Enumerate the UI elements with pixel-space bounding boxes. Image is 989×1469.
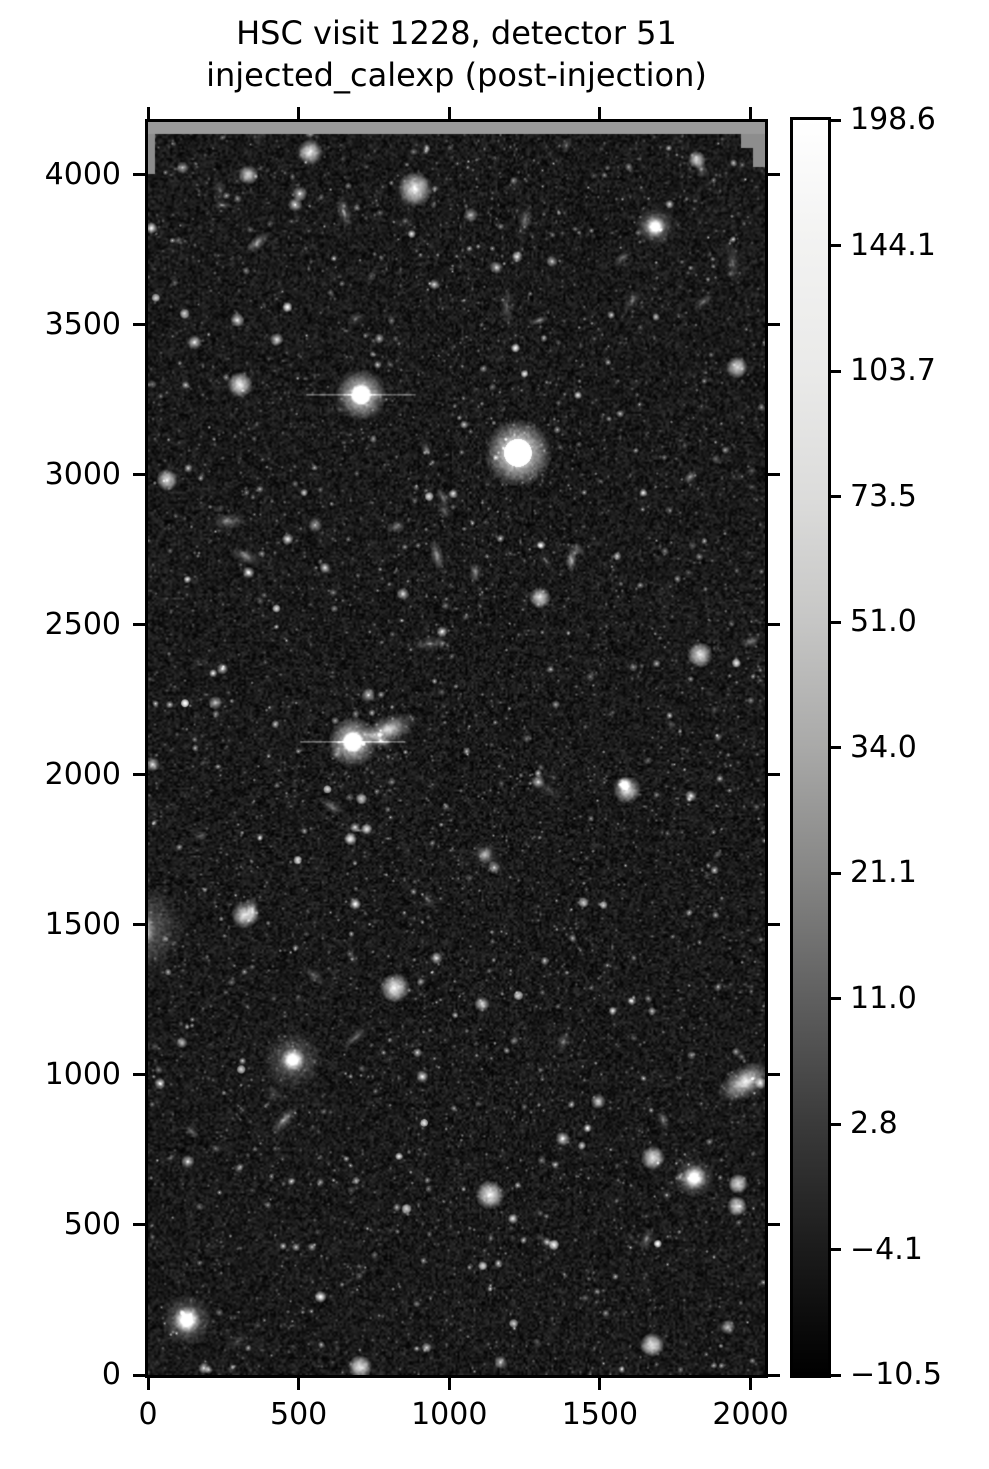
y-tick-label: 2000 <box>44 756 121 792</box>
colorbar-tick <box>831 1373 841 1377</box>
y-tick <box>133 773 145 777</box>
star-field-image <box>148 122 765 1375</box>
colorbar-tick-label: 21.1 <box>850 855 917 890</box>
y-tick-label: 0 <box>101 1357 121 1392</box>
y-tick-right <box>768 173 780 177</box>
x-tick-top <box>146 107 150 119</box>
y-tick-right <box>768 923 780 927</box>
x-tick-label: 0 <box>138 1397 158 1432</box>
y-tick-label: 2500 <box>44 606 121 642</box>
colorbar-tick <box>831 620 841 624</box>
y-tick-right <box>768 1223 780 1227</box>
y-tick-label: 500 <box>63 1206 121 1242</box>
x-tick-top <box>297 107 301 119</box>
colorbar-tick-label: −10.5 <box>850 1357 942 1392</box>
y-tick-right <box>768 1073 780 1077</box>
y-tick <box>133 1223 145 1227</box>
y-tick <box>133 1073 145 1077</box>
y-tick <box>133 923 145 927</box>
x-tick-label: 500 <box>269 1397 328 1432</box>
colorbar-tick-label: 2.8 <box>850 1106 898 1141</box>
x-tick-top <box>749 107 753 119</box>
colorbar-tick <box>831 871 841 875</box>
colorbar-tick-label: 34.0 <box>850 729 917 765</box>
colorbar-tick <box>831 369 841 373</box>
y-tick-label: 1000 <box>44 1056 121 1092</box>
x-tick <box>447 1378 451 1390</box>
colorbar-tick-label: 51.0 <box>850 604 917 639</box>
x-tick-top <box>598 107 602 119</box>
x-tick-label: 2000 <box>712 1397 789 1432</box>
colorbar-tick <box>831 118 841 122</box>
y-tick-label: 3500 <box>44 306 121 342</box>
y-tick <box>133 473 145 477</box>
colorbar-tick-label: −4.1 <box>850 1231 923 1267</box>
colorbar-tick <box>831 495 841 498</box>
y-tick-right <box>768 623 780 627</box>
colorbar-tick-label: 144.1 <box>850 227 936 263</box>
colorbar-tick <box>831 244 841 247</box>
colorbar-tick-label: 11.0 <box>850 980 917 1016</box>
y-tick <box>133 323 145 327</box>
x-tick <box>598 1378 602 1390</box>
y-tick <box>133 1373 145 1377</box>
x-tick-label: 1500 <box>561 1397 639 1432</box>
y-tick <box>133 623 145 627</box>
colorbar-tick <box>831 1248 841 1251</box>
colorbar-tick <box>831 1122 841 1126</box>
colorbar-tick <box>831 746 841 749</box>
x-tick-top <box>447 107 451 119</box>
y-tick-label: 4000 <box>44 156 121 192</box>
y-tick-right <box>768 773 780 777</box>
x-tick-label: 1000 <box>411 1397 488 1432</box>
colorbar-gradient <box>793 120 828 1375</box>
y-tick-right <box>768 473 780 477</box>
plot-title: HSC visit 1228, detector 51 injected_cal… <box>206 14 707 94</box>
x-tick <box>146 1378 150 1390</box>
x-tick <box>297 1378 301 1390</box>
colorbar-tick <box>831 997 841 1000</box>
y-tick-right <box>768 1373 780 1377</box>
y-tick-label: 3000 <box>44 456 121 492</box>
y-tick-label: 1500 <box>44 906 121 942</box>
y-tick-right <box>768 323 780 327</box>
colorbar-tick-label: 103.7 <box>850 353 936 388</box>
y-tick <box>133 173 145 177</box>
colorbar-tick-label: 198.6 <box>850 102 936 137</box>
colorbar-tick-label: 73.5 <box>850 478 917 514</box>
x-tick <box>749 1378 753 1390</box>
